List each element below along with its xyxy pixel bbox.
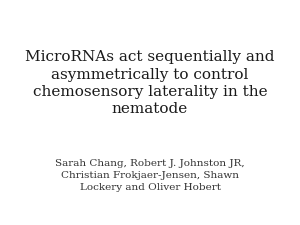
Text: MicroRNAs act sequentially and
asymmetrically to control
chemosensory laterality: MicroRNAs act sequentially and asymmetri… [25, 50, 275, 116]
Text: Sarah Chang, Robert J. Johnston JR,
Christian Frokjaer-Jensen, Shawn
Lockery and: Sarah Chang, Robert J. Johnston JR, Chri… [55, 159, 245, 192]
